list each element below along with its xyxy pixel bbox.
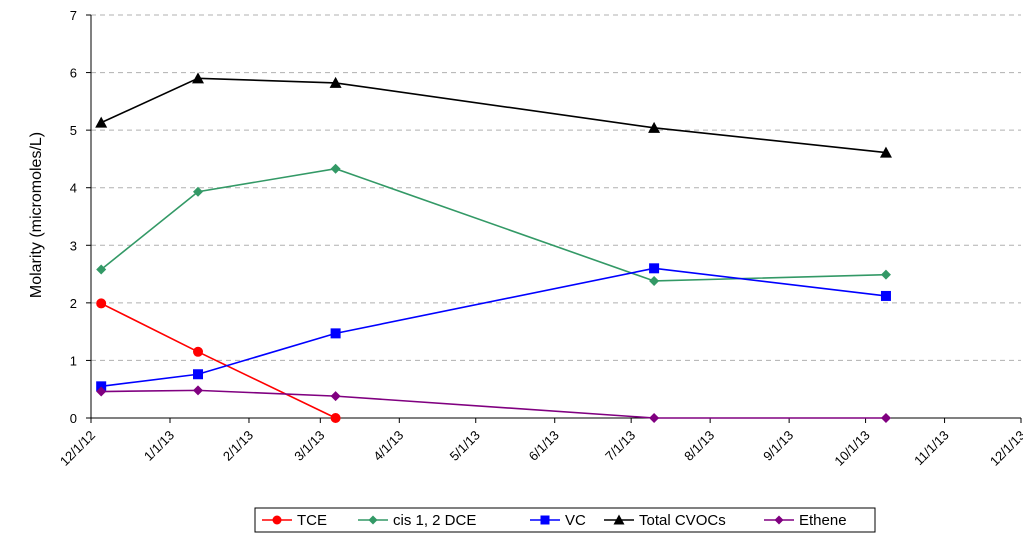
data-point-tce <box>330 413 341 423</box>
x-tick-label: 1/1/13 <box>141 428 177 464</box>
legend-item-total-cvocs: Total CVOCs <box>604 512 726 529</box>
axes <box>86 14 1022 423</box>
data-point-total-cvocs <box>879 146 892 158</box>
legend-label-ethene: Ethene <box>799 512 847 529</box>
series-total-cvocs <box>95 72 892 158</box>
data-point-cis-1-2-dce <box>193 186 204 197</box>
y-axis-label: Molarity (micromoles/L) <box>28 132 45 298</box>
legend-label-vc: VC <box>565 512 586 529</box>
series-line-ethene <box>101 389 886 419</box>
data-point-total-cvocs <box>95 116 108 128</box>
y-tick-label: 4 <box>70 181 77 196</box>
data-point-tce <box>96 298 107 309</box>
data-point-cis-1-2-dce <box>880 269 891 280</box>
y-tick-label: 3 <box>70 238 77 253</box>
series-line-cis-1-2-dce <box>100 167 886 282</box>
legend-item-cis-1-2-dce: cis 1, 2 DCE <box>358 512 476 529</box>
data-point-vc <box>330 328 341 339</box>
y-tick-labels: 0 1 2 3 4 5 6 7 <box>70 8 77 426</box>
data-point-ethene <box>649 413 660 423</box>
x-tick-label: 3/1/13 <box>291 428 327 464</box>
data-point-vc <box>880 290 891 301</box>
series-group <box>95 72 892 423</box>
data-point-ethene <box>330 391 341 402</box>
data-point-total-cvocs <box>648 121 661 133</box>
legend-label-cis-1-2-dce: cis 1, 2 DCE <box>393 512 476 529</box>
data-point-cis-1-2-dce <box>649 275 660 286</box>
y-tick-label: 7 <box>70 8 77 23</box>
series-cis-1-2-dce <box>96 163 891 286</box>
y-tick-label: 1 <box>70 353 77 368</box>
y-tick-label: 6 <box>70 66 77 81</box>
x-tick-label: 12/1/12 <box>57 428 98 469</box>
data-point-ethene <box>193 385 204 396</box>
data-point-vc <box>649 263 660 274</box>
legend-marker-vc <box>540 515 550 525</box>
data-point-vc <box>193 369 204 380</box>
series-vc <box>96 263 891 392</box>
data-point-ethene <box>96 386 107 397</box>
x-tick-label: 5/1/13 <box>447 428 483 464</box>
legend-marker-total-cvocs <box>613 514 625 525</box>
series-line-vc <box>101 267 887 388</box>
data-point-total-cvocs <box>329 76 342 88</box>
legend-marker-ethene <box>774 515 784 525</box>
x-tick-label: 2/1/13 <box>220 428 256 464</box>
series-ethene <box>96 385 891 423</box>
x-tick-label: 6/1/13 <box>526 428 562 464</box>
legend: TCE cis 1, 2 DCE VC Total CVOCs Ethene <box>254 507 876 533</box>
x-tick-labels: 12/1/12 1/1/13 2/1/13 3/1/13 4/1/13 5/1/13 6/1… <box>57 428 1023 469</box>
x-tick-label: 4/1/13 <box>370 428 406 464</box>
legend-label-total-cvocs: Total CVOCs <box>639 512 726 529</box>
x-tick-label: 11/1/13 <box>911 428 952 469</box>
y-tick-label: 0 <box>70 411 77 426</box>
x-tick-label: 12/1/13 <box>987 428 1023 469</box>
legend-item-vc: VC <box>530 512 586 529</box>
y-tick-label: 5 <box>70 123 77 138</box>
data-point-cis-1-2-dce <box>96 264 107 275</box>
legend-marker-cis-1-2-dce <box>368 515 378 525</box>
x-tick-label: 8/1/13 <box>681 428 717 464</box>
data-point-ethene <box>880 413 891 423</box>
legend-label-tce: TCE <box>297 512 327 529</box>
data-point-vc <box>96 381 107 392</box>
series-line-total-cvocs <box>100 77 887 154</box>
y-tick-label: 2 <box>70 296 77 311</box>
legend-item-tce: TCE <box>262 512 327 529</box>
data-point-tce <box>193 346 204 357</box>
series-tce <box>96 298 341 423</box>
data-point-cis-1-2-dce <box>330 163 341 174</box>
x-tick-label: 10/1/13 <box>831 428 872 469</box>
gridlines <box>91 14 1021 361</box>
data-point-total-cvocs <box>192 72 205 84</box>
x-tick-label: 7/1/13 <box>602 428 638 464</box>
x-tick-label: 9/1/13 <box>760 428 796 464</box>
legend-marker-tce <box>272 515 282 525</box>
legend-item-ethene: Ethene <box>764 512 847 529</box>
